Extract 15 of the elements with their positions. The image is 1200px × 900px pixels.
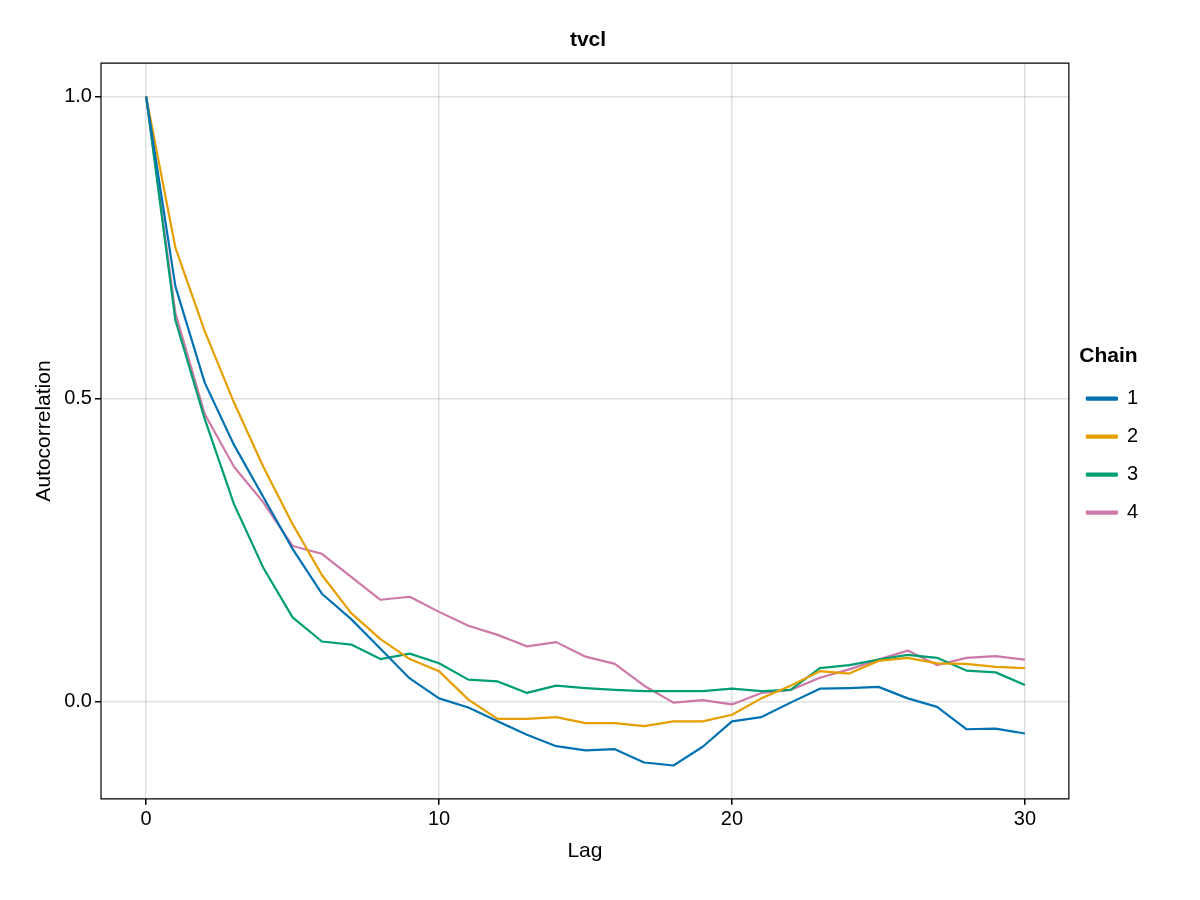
y-tick-label: 0.5 [64,386,92,409]
y-tick-label: 0.0 [64,688,92,711]
x-tick-label: 10 [427,807,451,830]
legend-title: Chain [1079,342,1138,366]
x-axis-title: Lag [567,838,603,862]
chart-title: tvcl [569,27,607,51]
legend-label: 4 [1126,500,1138,523]
x-tick-label: 0 [140,807,152,830]
legend-label: 2 [1126,424,1138,447]
x-tick-label: 30 [1013,807,1037,830]
legend-label: 3 [1126,462,1138,485]
legend-label: 1 [1126,386,1138,409]
y-tick-label: 1.0 [64,83,92,106]
x-tick-label: 20 [720,807,744,830]
y-axis-title: Autocorrelation [31,360,55,502]
